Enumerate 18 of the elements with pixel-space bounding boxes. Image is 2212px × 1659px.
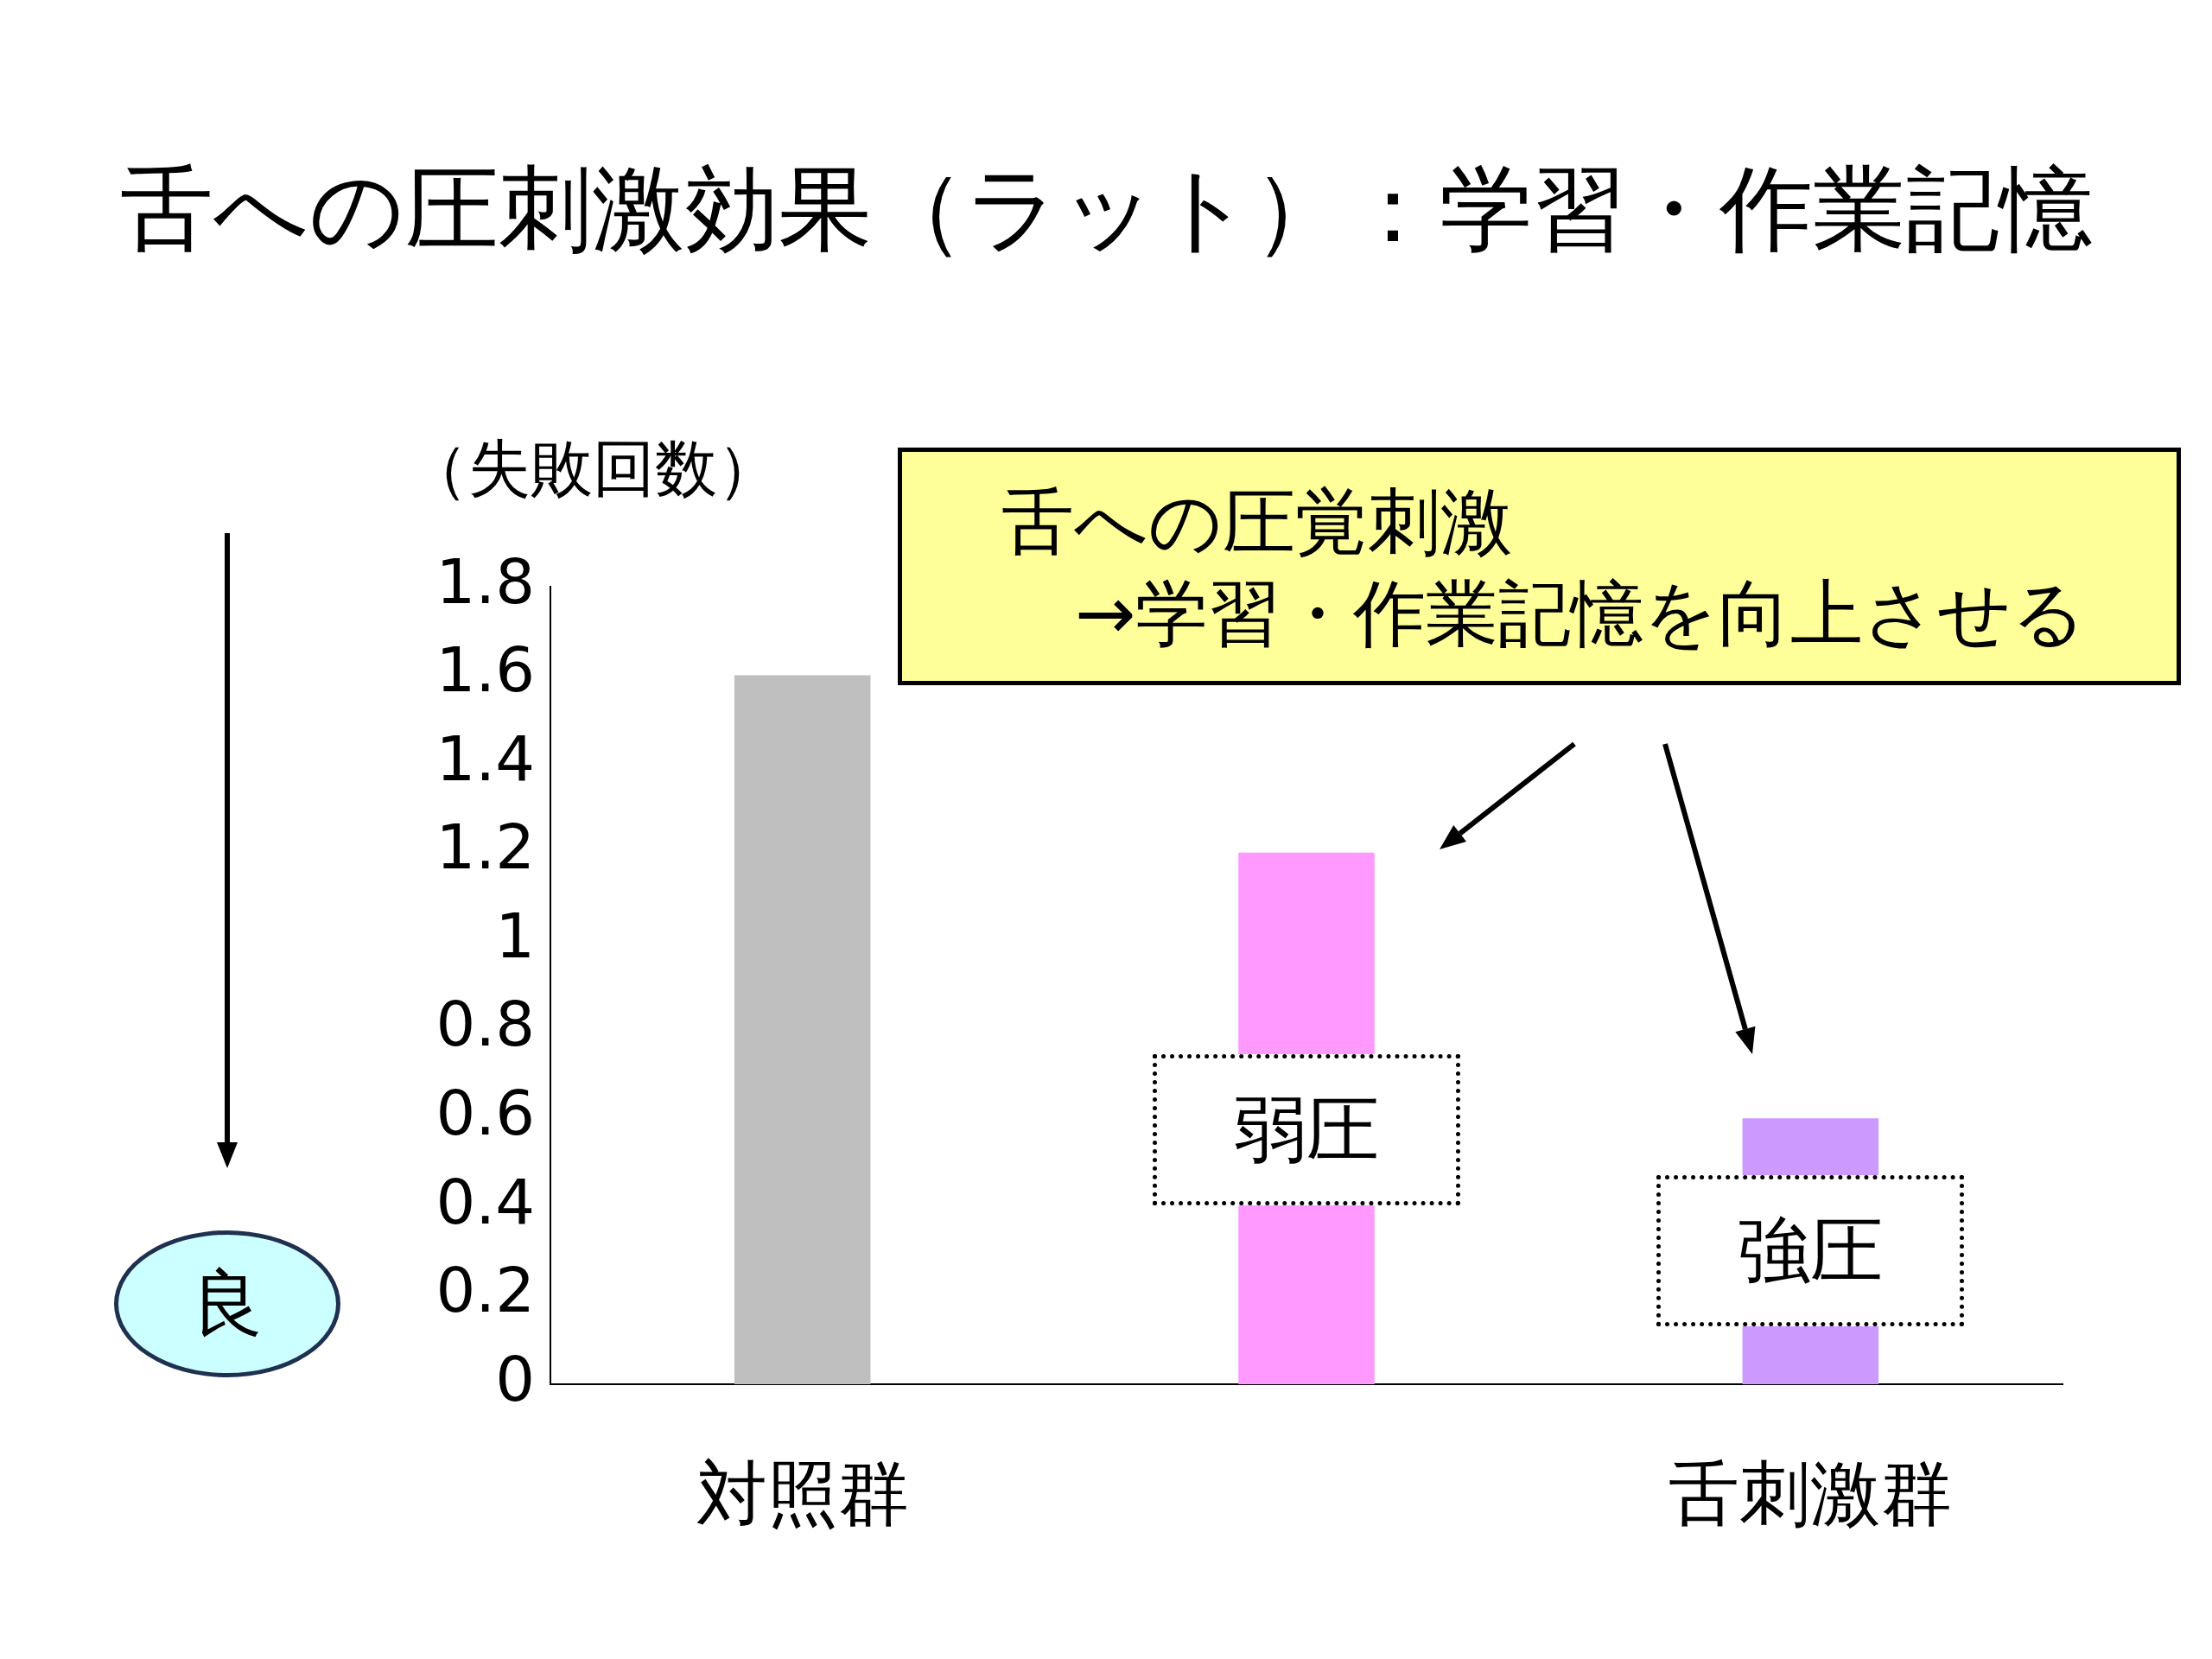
- y-axis-title: （失敗回数）: [406, 431, 779, 506]
- y-tick-label: 0: [495, 1342, 535, 1415]
- y-tick-label: 1.2: [435, 810, 535, 884]
- y-tick-label: 0.2: [435, 1254, 535, 1327]
- y-tick-label: 1.8: [435, 544, 535, 618]
- x-tick-label: 対照群: [696, 1452, 909, 1535]
- y-tick-label: 0.6: [435, 1077, 535, 1150]
- y-tick-label: 0.8: [435, 988, 535, 1061]
- y-tick-label: 1.6: [435, 633, 535, 707]
- x-tick-label: 舌刺激群: [1669, 1452, 1953, 1535]
- annotation: 弱圧: [1153, 1054, 1460, 1205]
- y-tick-label: 0.4: [435, 1165, 535, 1238]
- annotation: 舌への圧覚刺激 →学習・作業記憶を向上させる: [1001, 479, 2088, 658]
- chart-title: 舌への圧刺激効果（ラット）：学習・作業記憶: [118, 154, 2094, 264]
- y-tick-label: 1: [495, 899, 535, 972]
- y-tick-label: 1.4: [435, 721, 535, 795]
- annotation: 強圧: [1656, 1175, 1965, 1326]
- ellipse-badge: 良: [114, 1230, 340, 1377]
